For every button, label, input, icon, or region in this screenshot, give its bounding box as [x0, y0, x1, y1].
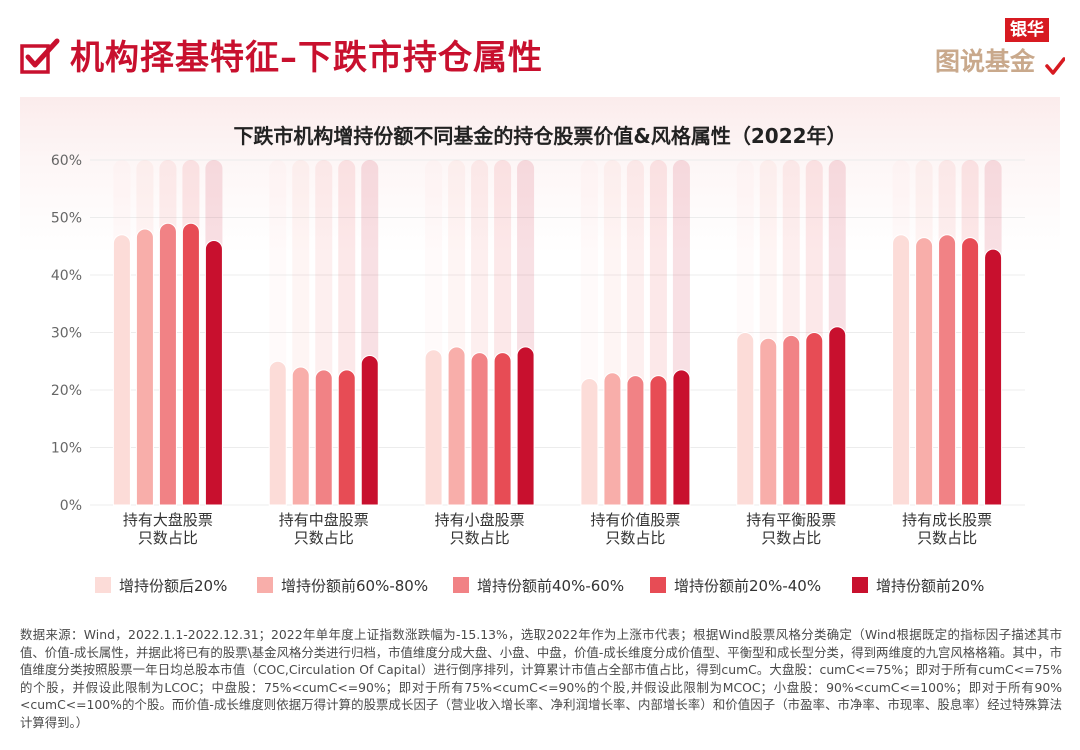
bar [135, 228, 154, 506]
data-source-footnote: 数据来源：Wind，2022.1.1-2022.12.31；2022年单年度上证… [20, 627, 1062, 730]
x-category-label: 持有成长股票 [902, 511, 992, 529]
x-category-label: 只数占比 [138, 529, 198, 547]
x-category-label: 持有价值股票 [590, 511, 680, 529]
legend-label: 增持份额前20% [876, 577, 984, 595]
bar [580, 378, 599, 506]
bar [984, 248, 1003, 506]
bar [961, 237, 980, 506]
bar [736, 332, 755, 506]
bar [782, 334, 801, 506]
y-tick-label: 10% [51, 441, 82, 457]
bar [314, 369, 333, 506]
bar [424, 349, 443, 506]
bar [626, 375, 645, 506]
page-header: 机构择基特征–下跌市持仓属性 银华 图说基金 [0, 0, 1080, 95]
x-category-label: 持有中盘股票 [279, 511, 369, 529]
y-tick-label: 0% [60, 498, 82, 514]
legend-swatch [650, 577, 666, 593]
y-tick-label: 60% [51, 153, 82, 169]
x-category-label: 持有大盘股票 [123, 511, 213, 529]
y-tick-label: 30% [51, 326, 82, 342]
bar [291, 366, 310, 506]
bar [603, 372, 622, 506]
legend-swatch [257, 577, 273, 593]
x-category-label: 持有平衡股票 [746, 511, 836, 529]
bar [470, 352, 489, 506]
bar-chart: 下跌市机构增持份额不同基金的持仓股票价值&风格属性（2022年） 0% 10% 20%… [51, 124, 1025, 595]
bar [892, 234, 911, 506]
bar [938, 234, 957, 506]
brand-check-icon [1045, 57, 1065, 75]
bar [112, 234, 131, 506]
bar [516, 346, 535, 506]
brand-slogan: 图说基金 [935, 47, 1036, 76]
bar [915, 237, 934, 506]
x-category-label: 只数占比 [294, 529, 354, 547]
legend-swatch [453, 577, 469, 593]
x-category-label: 只数占比 [917, 529, 977, 547]
legend-swatch [95, 577, 111, 593]
bar [360, 355, 379, 506]
x-category-label: 只数占比 [605, 529, 665, 547]
bar [759, 337, 778, 506]
legend-label: 增持份额前60%-80% [281, 577, 428, 595]
legend-label: 增持份额前20%-40% [674, 577, 821, 595]
y-tick-label: 50% [51, 211, 82, 227]
bar [805, 332, 824, 506]
page-title: 机构择基特征–下跌市持仓属性 [70, 38, 543, 78]
y-tick-label: 20% [51, 383, 82, 399]
bar [268, 360, 287, 506]
chart-title: 下跌市机构增持份额不同基金的持仓股票价值&风格属性（2022年） [233, 124, 846, 148]
bar [181, 222, 200, 506]
bar [672, 369, 691, 506]
legend-swatch [852, 577, 868, 593]
check-icon [20, 38, 60, 74]
y-tick-label: 40% [51, 268, 82, 284]
bar [337, 369, 356, 506]
bar [493, 352, 512, 506]
x-category-label: 只数占比 [450, 529, 510, 547]
legend-label: 增持份额前40%-60% [477, 577, 624, 595]
brand-logo: 银华 图说基金 [935, 18, 1065, 84]
bar [447, 346, 466, 506]
brand-name: 银华 [1005, 18, 1049, 42]
bar [828, 326, 847, 506]
chart-panel: 下跌市机构增持份额不同基金的持仓股票价值&风格属性（2022年） 0% 10% 20%… [20, 97, 1060, 619]
bar [649, 375, 668, 506]
legend-label: 增持份额后20% [119, 577, 227, 595]
x-category-label: 持有小盘股票 [435, 511, 525, 529]
bar [158, 222, 177, 506]
x-category-label: 只数占比 [761, 529, 821, 547]
bar [204, 240, 223, 506]
